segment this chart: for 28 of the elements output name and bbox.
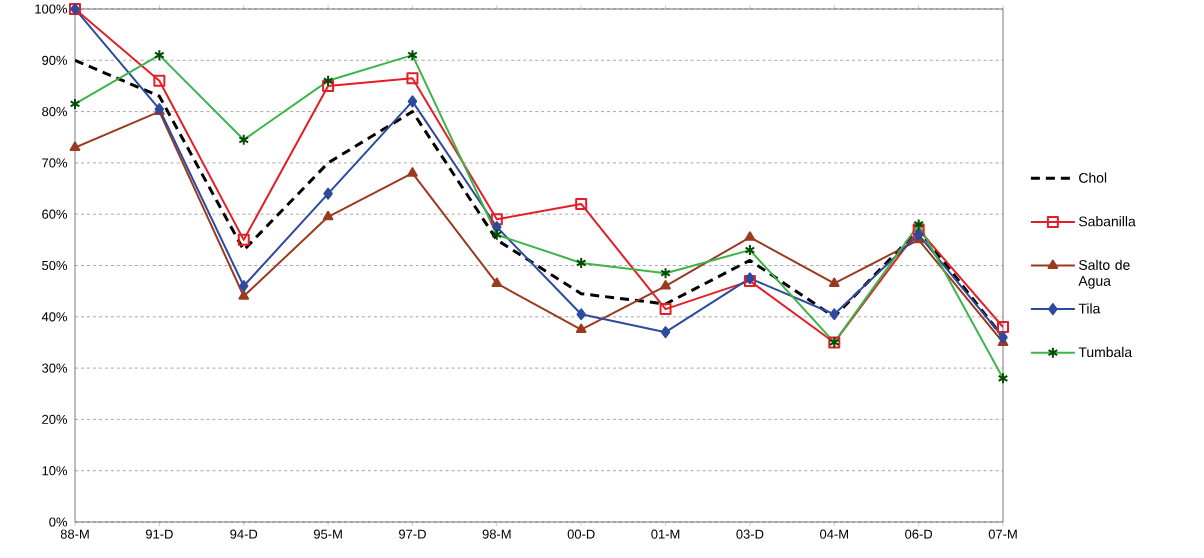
- y-tick-label: 40%: [41, 312, 68, 322]
- legend-label: Sabanilla: [1079, 216, 1136, 227]
- legend-label: Tumbala: [1078, 346, 1133, 358]
- y-tick-label: 100%: [35, 4, 68, 14]
- x-tick-label: 01-M: [651, 529, 680, 539]
- y-tick-label: 90%: [42, 55, 68, 65]
- y-tick-label: 20%: [42, 414, 68, 424]
- x-tick-label: 97-D: [399, 529, 426, 539]
- legend-label: Salto de Agua: [1078, 259, 1130, 289]
- y-tick-label: 50%: [42, 260, 68, 271]
- x-tick-label: 95-M: [313, 529, 342, 539]
- x-tick-label: 91-D: [145, 529, 173, 539]
- y-tick-label: 0%: [49, 517, 68, 527]
- y-tick-label: 60%: [42, 209, 68, 219]
- y-tick-label: 30%: [42, 363, 68, 373]
- x-tick-label: 98-M: [482, 529, 511, 539]
- x-tick-label: 03-D: [736, 529, 764, 539]
- x-tick-label: 07-M: [988, 529, 1017, 539]
- y-tick-label: 80%: [42, 107, 68, 117]
- y-tick-label: 70%: [42, 158, 68, 168]
- x-tick-label: 94-D: [230, 529, 258, 539]
- legend-label: Chol: [1079, 172, 1107, 183]
- x-tick-label: 88-M: [60, 529, 89, 539]
- legend-label: Tila: [1078, 303, 1101, 314]
- x-tick-label: 04-M: [820, 529, 848, 539]
- x-tick-label: 00-D: [567, 529, 595, 539]
- y-tick-label: 10%: [42, 466, 68, 476]
- x-tick-label: 06-D: [905, 529, 933, 539]
